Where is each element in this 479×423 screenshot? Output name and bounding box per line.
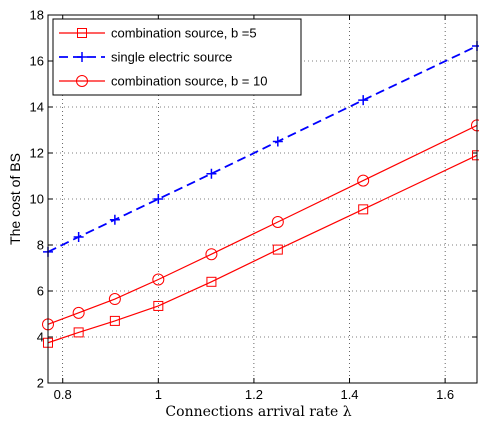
- data-point-circle: [108, 293, 121, 306]
- data-point-circle: [471, 119, 479, 132]
- data-point-circle: [72, 306, 85, 319]
- x-tick-label: 1: [155, 387, 162, 402]
- data-point-plus: [358, 95, 369, 106]
- axis-ticks: 0.8 1 1.2 1.4 1.6 2 4 6 8 10 12 14 16 18: [30, 8, 477, 402]
- data-point-square: [109, 315, 120, 326]
- legend-label-combination-b10: combination source, b = 10: [111, 74, 267, 89]
- data-point-circle: [205, 248, 218, 261]
- legend-entry-combination-b10: combination source, b = 10: [59, 74, 267, 89]
- y-tick-label: 8: [37, 238, 44, 253]
- x-axis-label: Connections arrival rate λ: [165, 404, 351, 420]
- x-tick-label: 1.2: [245, 387, 263, 402]
- series-layer: [42, 41, 479, 348]
- legend-label-combination-b5: combination source, b =5: [111, 26, 257, 41]
- x-tick-label: 0.8: [54, 387, 72, 402]
- series-line: [47, 154, 478, 344]
- data-point-plus: [153, 194, 164, 204]
- data-point-plus: [206, 168, 217, 179]
- data-point-plus: [472, 41, 479, 52]
- y-tick-label: 14: [30, 100, 44, 115]
- legend-entry-combination-b5: combination source, b =5: [59, 26, 257, 41]
- legend-swatch-marker: [76, 75, 88, 87]
- legend-swatch-marker: [77, 52, 87, 62]
- data-point-circle: [357, 174, 370, 187]
- data-point-square: [272, 244, 283, 255]
- legend-swatch-marker: [77, 28, 87, 38]
- data-point-circle: [152, 273, 165, 286]
- y-tick-label: 12: [30, 146, 44, 161]
- data-point-square: [73, 327, 84, 338]
- data-point-square: [206, 276, 217, 287]
- series-0: [43, 150, 479, 348]
- x-tick-label: 1.6: [436, 387, 454, 402]
- legend-label-single-electric: single electric source: [111, 50, 232, 65]
- series-line: [47, 124, 478, 325]
- y-axis-label: The cost of BS: [7, 153, 23, 245]
- data-point-square: [358, 204, 369, 215]
- y-tick-label: 18: [30, 8, 44, 23]
- x-tick-label: 1.4: [340, 387, 358, 402]
- y-tick-label: 4: [37, 330, 44, 345]
- y-tick-label: 2: [37, 376, 44, 391]
- y-tick-label: 10: [30, 192, 44, 207]
- series-2: [42, 119, 479, 331]
- legend: combination source, b =5 single electric…: [52, 18, 302, 96]
- y-tick-label: 6: [37, 284, 44, 299]
- y-tick-label: 16: [30, 54, 44, 69]
- data-point-square: [153, 300, 164, 311]
- data-point-circle: [271, 216, 284, 228]
- legend-entry-single-electric: single electric source: [59, 50, 232, 65]
- data-point-plus: [73, 231, 84, 242]
- plot-frame: [47, 14, 478, 384]
- data-point-plus: [272, 136, 283, 147]
- data-point-plus: [109, 214, 120, 225]
